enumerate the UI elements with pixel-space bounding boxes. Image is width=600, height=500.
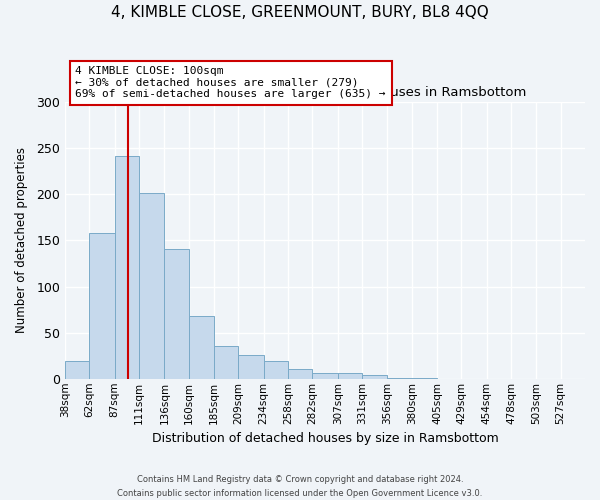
Bar (338, 373, 362, 379)
Bar (412, 378, 437, 379)
Y-axis label: Number of detached properties: Number of detached properties (15, 148, 28, 334)
Bar (388, 378, 412, 379)
Bar (214, 346, 238, 379)
Text: 4 KIMBLE CLOSE: 100sqm
← 30% of detached houses are smaller (279)
69% of semi-de: 4 KIMBLE CLOSE: 100sqm ← 30% of detached… (76, 66, 386, 100)
Bar (264, 361, 288, 379)
Text: Contains HM Land Registry data © Crown copyright and database right 2024.
Contai: Contains HM Land Registry data © Crown c… (118, 476, 482, 498)
Bar (288, 368, 313, 379)
Bar (65, 361, 89, 379)
Text: 4, KIMBLE CLOSE, GREENMOUNT, BURY, BL8 4QQ: 4, KIMBLE CLOSE, GREENMOUNT, BURY, BL8 4… (111, 5, 489, 20)
Bar (164, 248, 189, 379)
Title: Size of property relative to detached houses in Ramsbottom: Size of property relative to detached ho… (124, 86, 526, 100)
Bar (89, 233, 115, 379)
Bar (139, 194, 164, 379)
Bar (115, 156, 139, 379)
Bar (189, 316, 214, 379)
Bar (362, 375, 388, 379)
X-axis label: Distribution of detached houses by size in Ramsbottom: Distribution of detached houses by size … (152, 432, 499, 445)
Bar (313, 373, 338, 379)
Bar (238, 355, 264, 379)
